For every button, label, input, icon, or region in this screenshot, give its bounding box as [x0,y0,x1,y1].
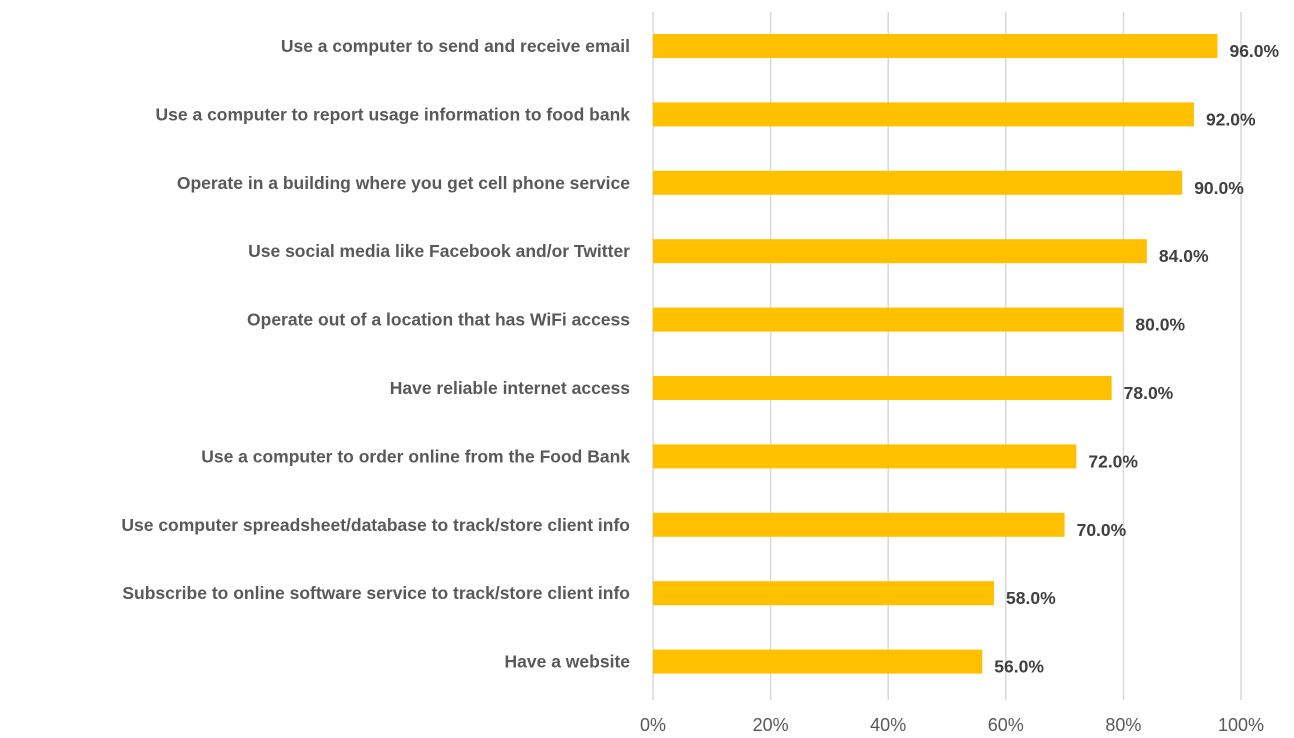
x-tick-label: 0% [640,715,666,735]
category-label: Use social media like Facebook and/or Tw… [248,241,630,261]
data-label: 56.0% [994,657,1044,677]
x-tick-label: 40% [870,715,906,735]
bar [653,512,1065,537]
data-label: 84.0% [1159,246,1209,266]
category-label: Have a website [505,652,631,672]
x-tick-label: 20% [753,715,789,735]
x-axis-ticks: 0% 20% 40% 60% 80% 100% [640,715,1264,735]
bar [653,649,983,674]
data-label: 58.0% [1006,588,1056,608]
data-label: 90.0% [1194,178,1244,198]
category-label: Have reliable internet access [390,378,631,398]
data-label: 96.0% [1229,41,1279,61]
category-label: Use a computer to report usage informati… [156,104,631,124]
bars [653,34,1218,674]
x-tick-label: 60% [988,715,1024,735]
category-label: Operate out of a location that has WiFi … [247,310,630,330]
bar [653,102,1194,127]
bar [653,239,1147,264]
data-label: 80.0% [1135,315,1185,335]
category-label: Subscribe to online software service to … [122,583,630,603]
category-label: Operate in a building where you get cell… [177,173,630,193]
bar [653,34,1218,58]
category-label: Use a computer to order online from the … [201,446,630,466]
data-label: 72.0% [1088,451,1138,471]
data-label: 92.0% [1206,109,1256,129]
x-tick-label: 100% [1218,715,1264,735]
bar [653,444,1077,469]
value-labels: 96.0% 92.0% 90.0% 84.0% 80.0% 78.0% 72.0% 70.0%… [994,41,1279,677]
x-tick-label: 80% [1105,715,1141,735]
bar [653,170,1183,195]
bar [653,376,1112,400]
data-label: 70.0% [1077,520,1127,540]
data-label: 78.0% [1124,383,1174,403]
category-label: Use computer spreadsheet/database to tra… [121,515,630,535]
bar [653,581,995,606]
category-label: Use a computer to send and receive email [281,36,630,56]
category-labels: Use a computer to send and receive email… [121,36,630,672]
bar [653,307,1124,332]
